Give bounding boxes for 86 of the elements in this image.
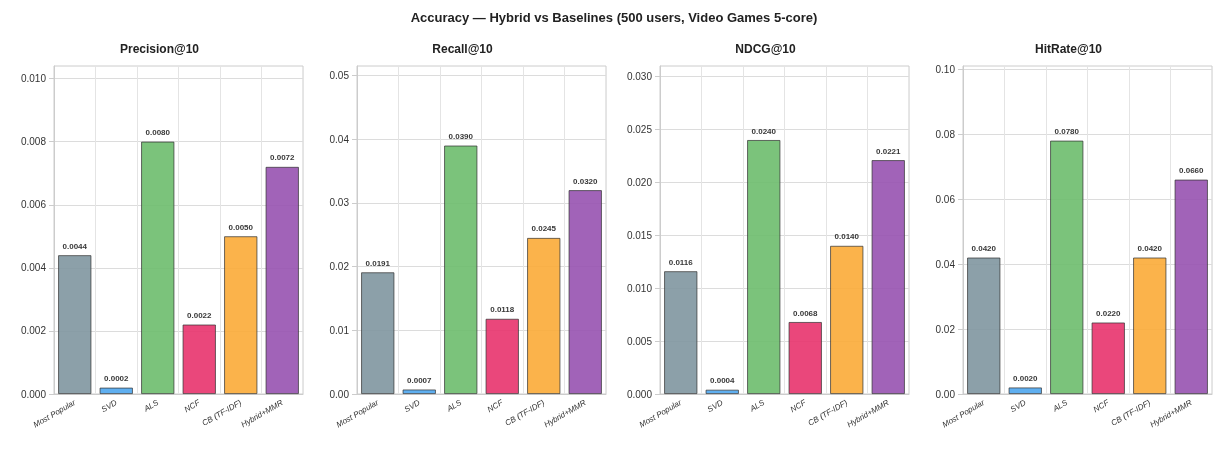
x-tick-label: ALS — [1050, 397, 1070, 414]
y-tick-label: 0.10 — [935, 63, 956, 75]
y-tick-label: 0.00 — [935, 388, 956, 400]
data-label: 0.0191 — [365, 258, 391, 268]
y-tick-label: 0.02 — [935, 323, 956, 335]
bar — [664, 271, 698, 394]
bar — [444, 145, 478, 394]
bar — [224, 236, 258, 394]
data-label: 0.0140 — [834, 232, 860, 242]
data-label: 0.0660 — [1179, 166, 1205, 176]
y-tick-label: 0.006 — [20, 199, 47, 211]
bar — [788, 322, 822, 394]
y-tick-label: 0.010 — [626, 282, 653, 294]
y-tick-label: 0.08 — [935, 128, 956, 140]
bar — [1091, 322, 1125, 394]
y-tick-label: 0.00 — [329, 388, 350, 400]
data-label: 0.0004 — [710, 376, 736, 386]
data-label: 0.0390 — [448, 132, 474, 142]
y-tick-label: 0.04 — [329, 133, 350, 145]
data-label: 0.0320 — [573, 176, 599, 186]
x-tick-label: ALS — [141, 397, 161, 414]
chart-title: Recall@10 — [432, 42, 494, 56]
y-tick-label: 0.008 — [20, 136, 47, 148]
data-label: 0.0080 — [145, 128, 171, 138]
y-tick-label: 0.010 — [20, 73, 47, 85]
bar — [568, 190, 602, 394]
bar — [485, 318, 519, 394]
bar — [1008, 387, 1042, 394]
data-label: 0.0007 — [407, 376, 433, 386]
data-label: 0.0116 — [668, 257, 694, 267]
y-tick-label: 0.03 — [329, 197, 350, 209]
bar — [871, 160, 905, 394]
bar — [141, 141, 175, 394]
data-label: 0.0002 — [104, 374, 130, 384]
data-label: 0.0118 — [490, 305, 515, 315]
data-label: 0.0072 — [270, 153, 296, 163]
data-label: 0.0780 — [1054, 127, 1080, 137]
bar — [58, 255, 92, 394]
data-label: 0.0221 — [876, 146, 902, 156]
y-tick-label: 0.025 — [626, 123, 653, 135]
bar — [361, 272, 395, 394]
bar — [527, 237, 561, 394]
data-label: 0.0220 — [1096, 309, 1122, 319]
text: Accuracy — Hybrid vs Baselines (500 users, Video Games 5-core) — [410, 10, 818, 25]
y-tick-label: 0.004 — [20, 262, 47, 274]
y-tick-label: 0.020 — [626, 176, 653, 188]
y-tick-label: 0.02 — [329, 261, 350, 273]
bar — [1133, 257, 1167, 394]
chart-title: Precision@10 — [119, 42, 200, 56]
chart-title: NDCG@10 — [735, 42, 797, 56]
data-label: 0.0420 — [971, 244, 997, 254]
bar — [830, 245, 864, 394]
y-tick-label: 0.05 — [329, 70, 350, 82]
bar — [747, 140, 781, 394]
y-tick-label: 0.01 — [329, 324, 350, 336]
bar — [705, 389, 739, 394]
y-tick-label: 0.000 — [20, 388, 47, 400]
x-tick-label: ALS — [747, 397, 767, 414]
bar — [265, 166, 299, 394]
data-label: 0.0420 — [1137, 244, 1163, 254]
data-label: 0.0068 — [793, 308, 819, 318]
bar — [967, 257, 1001, 394]
x-tick-label: SVD — [705, 397, 725, 415]
x-tick-label: SVD — [1008, 397, 1028, 415]
chart-title: HitRate@10 — [1034, 42, 1103, 56]
bar — [1050, 140, 1084, 394]
data-label: 0.0044 — [62, 241, 88, 251]
y-tick-label: 0.002 — [20, 325, 47, 337]
bar — [402, 389, 436, 394]
y-tick-label: 0.000 — [626, 388, 653, 400]
bar — [182, 324, 216, 394]
x-tick-label: SVD — [402, 397, 422, 415]
bar — [99, 387, 133, 394]
x-tick-label: ALS — [444, 397, 464, 414]
data-label: 0.0050 — [228, 222, 254, 232]
data-label: 0.0022 — [187, 311, 213, 321]
data-label: 0.0240 — [751, 126, 777, 136]
data-label: 0.0245 — [531, 224, 557, 234]
y-tick-label: 0.005 — [626, 335, 653, 347]
y-tick-label: 0.06 — [935, 193, 956, 205]
y-tick-label: 0.04 — [935, 258, 956, 270]
x-tick-label: SVD — [99, 397, 119, 415]
bar — [1174, 179, 1208, 394]
data-label: 0.0020 — [1013, 374, 1039, 384]
y-tick-label: 0.015 — [626, 229, 653, 241]
y-tick-label: 0.030 — [626, 71, 653, 83]
